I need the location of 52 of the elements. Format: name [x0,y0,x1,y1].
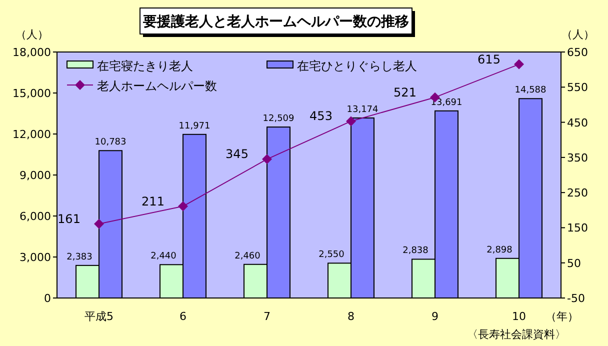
x-axis-title: （年） [546,310,578,323]
y-axis-title: （人） [16,28,48,41]
y2-tick-label: 450 [567,116,588,130]
data-label: 211 [142,194,164,208]
point [94,218,104,229]
data-label: 2,838 [402,246,429,256]
text: 〈長寿社会課資料〉 [467,328,566,341]
y2-tick-label: 350 [567,151,588,164]
data-label: 161 [58,212,80,226]
chart-title: 要援護老人と老人ホームヘルパー数の推移 [142,13,409,30]
y-tick-label: 6,000 [20,210,51,223]
y2-tick-label: -50 [567,292,585,305]
data-label: 521 [394,85,416,100]
point [514,59,524,70]
x-tick-label: 10 [512,310,526,323]
point [262,154,272,164]
data-label: 11,971 [178,121,210,132]
y2-tick-label: 50 [567,256,581,270]
y-tick-label: 15,000 [12,87,51,100]
x-tick-label: 8 [348,310,354,323]
y-tick-label: 3,000 [20,251,51,264]
legend-label: 在宅寝たきり老人 [97,59,193,73]
legend-label: 老人ホームヘルパー数 [97,79,217,93]
data-label: 2,460 [234,251,261,262]
data-label: 615 [478,52,500,66]
x-tick-label: 平成5 [84,310,114,323]
data-label: 2,440 [150,252,177,262]
data-label: 453 [310,109,332,124]
y2-axis-title: （人） [562,28,594,41]
legend-label: 在宅ひとりぐらし老人 [297,59,417,73]
point [346,116,356,126]
data-label: 2,550 [318,250,345,260]
y2-tick-label: 150 [567,222,588,235]
data-label: 2,383 [66,252,92,262]
y2-tick-label: 650 [567,46,588,59]
data-label: 12,509 [262,114,295,124]
data-label: 13,691 [430,98,462,108]
data-label: 345 [226,147,248,162]
point [178,201,188,212]
y-tick-label: 12,000 [12,128,51,141]
data-label: 14,588 [514,86,547,96]
x-tick-label: 6 [180,310,186,323]
data-label: 10,783 [94,138,126,148]
y-tick-label: 0 [44,292,51,305]
y-tick-label: 18,000 [12,46,51,59]
y-tick-label: 9,000 [20,169,51,182]
y2-tick-label: 550 [567,81,588,94]
data-label: 13,174 [346,104,379,115]
y2-tick-label: 250 [567,186,588,200]
data-label: 2,898 [486,245,513,256]
x-tick-label: 7 [264,310,270,323]
x-tick-label: 9 [432,310,438,323]
